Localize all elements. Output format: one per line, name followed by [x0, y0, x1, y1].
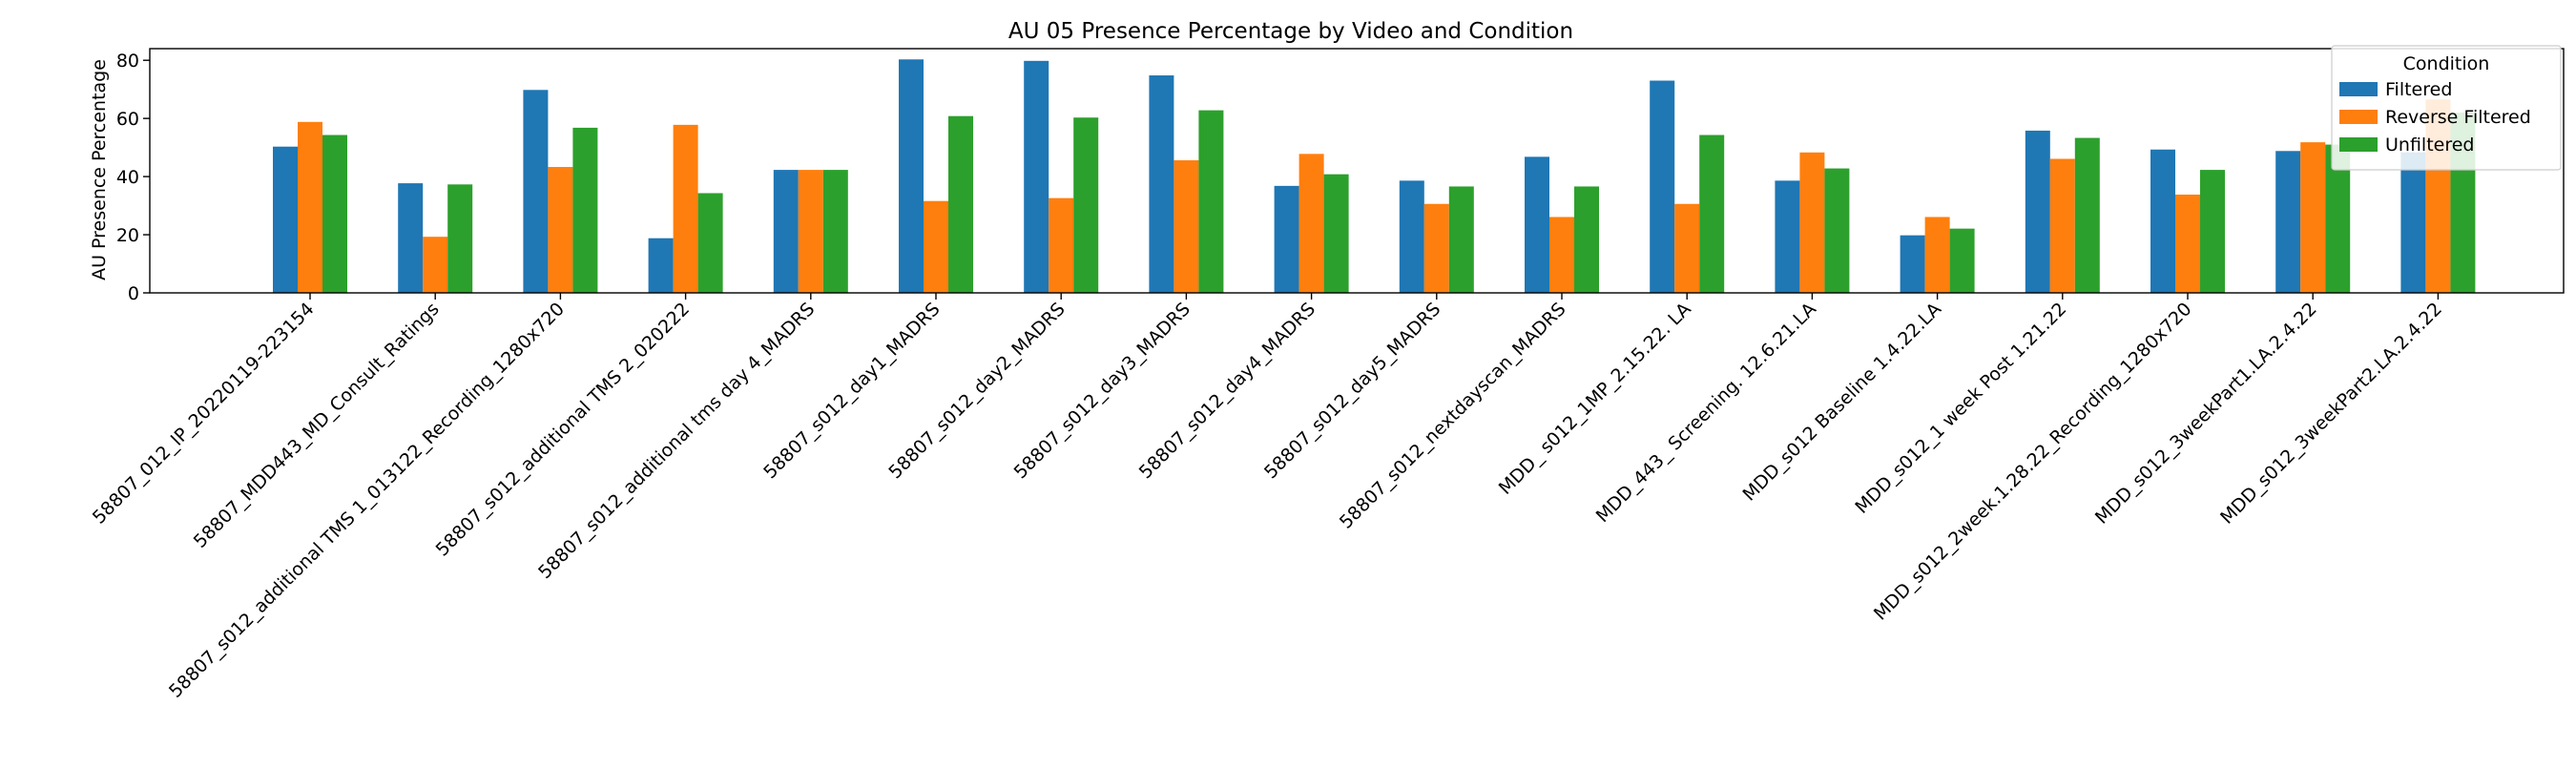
bar-unfiltered-13 [1949, 228, 1975, 293]
bar-unfiltered-7 [1198, 110, 1224, 293]
bar-unfiltered-0 [322, 135, 347, 293]
x-tick-label: 58807_s012_additional TMS 2_020222 [432, 299, 695, 561]
bar-reverse-filtered-1 [423, 237, 448, 293]
legend-label-filtered: Filtered [2385, 79, 2452, 100]
bar-filtered-1 [398, 183, 424, 293]
legend-label-reverse-filtered: Reverse Filtered [2385, 107, 2531, 128]
bar-reverse-filtered-4 [798, 170, 823, 293]
bar-filtered-0 [273, 146, 298, 293]
bar-filtered-11 [1650, 80, 1675, 294]
bar-filtered-3 [648, 238, 674, 293]
legend-swatch-reverse-filtered [2339, 110, 2378, 124]
bar-reverse-filtered-8 [1298, 154, 1324, 293]
bar-unfiltered-11 [1699, 135, 1725, 293]
bar-filtered-9 [1399, 180, 1424, 293]
bars-layer [273, 59, 2476, 294]
bar-filtered-4 [773, 170, 799, 293]
y-tick-label: 60 [116, 109, 139, 130]
bar-unfiltered-9 [1448, 186, 1474, 293]
bar-reverse-filtered-2 [548, 167, 573, 293]
bar-unfiltered-5 [948, 115, 973, 293]
bar-reverse-filtered-3 [673, 124, 698, 293]
x-tick-label: MDD_s012_1 week Post 1.21.22 [1851, 299, 2070, 518]
bar-unfiltered-12 [1824, 168, 1850, 293]
x-axis: 58807_012_IP_20220119-22315458807_MDD443… [89, 293, 2446, 702]
x-tick-label: 58807_012_IP_20220119-223154 [89, 299, 319, 529]
y-axis-label: AU Presence Percentage [89, 59, 110, 280]
bar-filtered-5 [899, 59, 924, 293]
legend: Condition Filtered Reverse Filtered Unfilt… [2331, 45, 2562, 171]
bar-reverse-filtered-14 [2049, 158, 2075, 293]
x-tick-label: MDD_s012 Baseline 1.4.22.LA [1738, 299, 1945, 506]
bar-filtered-16 [2275, 151, 2301, 293]
legend-box [2331, 45, 2562, 171]
bar-reverse-filtered-15 [2175, 194, 2200, 293]
bar-unfiltered-3 [697, 193, 723, 293]
legend-label-unfiltered: Unfiltered [2385, 135, 2474, 155]
chart-title: AU 05 Presence Percentage by Video and C… [1008, 19, 1573, 44]
bar-unfiltered-6 [1073, 117, 1099, 293]
bar-unfiltered-1 [447, 184, 473, 293]
y-tick-label: 80 [116, 51, 139, 72]
y-tick-label: 20 [116, 225, 139, 246]
bar-unfiltered-8 [1323, 174, 1349, 293]
bar-reverse-filtered-0 [298, 121, 322, 293]
bar-reverse-filtered-10 [1549, 217, 1574, 293]
bar-unfiltered-14 [2074, 137, 2100, 293]
x-tick-label: 58807_s012_additional tms day 4_MADRS [534, 299, 819, 583]
legend-items: Filtered Reverse Filtered Unfiltered [2339, 79, 2531, 155]
x-tick-label: MDD_s012_3weekPart2.LA.2.4.22 [2216, 299, 2446, 529]
legend-swatch-unfiltered [2339, 137, 2378, 152]
x-tick-label: MDD_443_ Screening. 12.6.21.LA [1592, 299, 1820, 527]
bar-filtered-17 [2400, 152, 2426, 293]
bar-filtered-15 [2150, 149, 2175, 293]
legend-title: Condition [2403, 53, 2490, 74]
bar-unfiltered-15 [2200, 170, 2225, 293]
bar-reverse-filtered-6 [1049, 197, 1074, 293]
bar-filtered-7 [1149, 75, 1174, 293]
bar-reverse-filtered-12 [1799, 152, 1825, 293]
x-tick-label: 58807_MDD443_MD_Consult_Ratings [190, 299, 444, 552]
y-axis: 0 20 40 60 80 [116, 51, 150, 304]
plot-frame [149, 48, 2565, 294]
bar-filtered-13 [1900, 235, 1925, 293]
x-tick-label: 58807_s012_nextdayscan_MADRS [1336, 299, 1570, 533]
bar-filtered-14 [2025, 130, 2050, 293]
y-tick-label: 0 [128, 283, 139, 304]
bar-filtered-6 [1024, 60, 1049, 293]
y-tick-label: 40 [116, 167, 139, 188]
bar-reverse-filtered-9 [1423, 203, 1449, 293]
bar-reverse-filtered-5 [924, 200, 948, 293]
x-tick-label: MDD_s012_3weekPart1.LA.2.4.22 [2091, 299, 2321, 529]
bar-unfiltered-2 [572, 127, 598, 293]
bar-reverse-filtered-11 [1674, 203, 1700, 293]
bar-unfiltered-4 [822, 170, 848, 293]
legend-swatch-filtered [2339, 82, 2378, 96]
bar-filtered-12 [1775, 180, 1800, 293]
bar-reverse-filtered-7 [1174, 160, 1199, 293]
bar-reverse-filtered-13 [1924, 217, 1950, 293]
bar-unfiltered-10 [1574, 186, 1599, 293]
bar-reverse-filtered-16 [2300, 142, 2326, 293]
bar-filtered-8 [1274, 185, 1299, 293]
bar-filtered-2 [523, 90, 549, 293]
bar-filtered-10 [1525, 156, 1549, 293]
